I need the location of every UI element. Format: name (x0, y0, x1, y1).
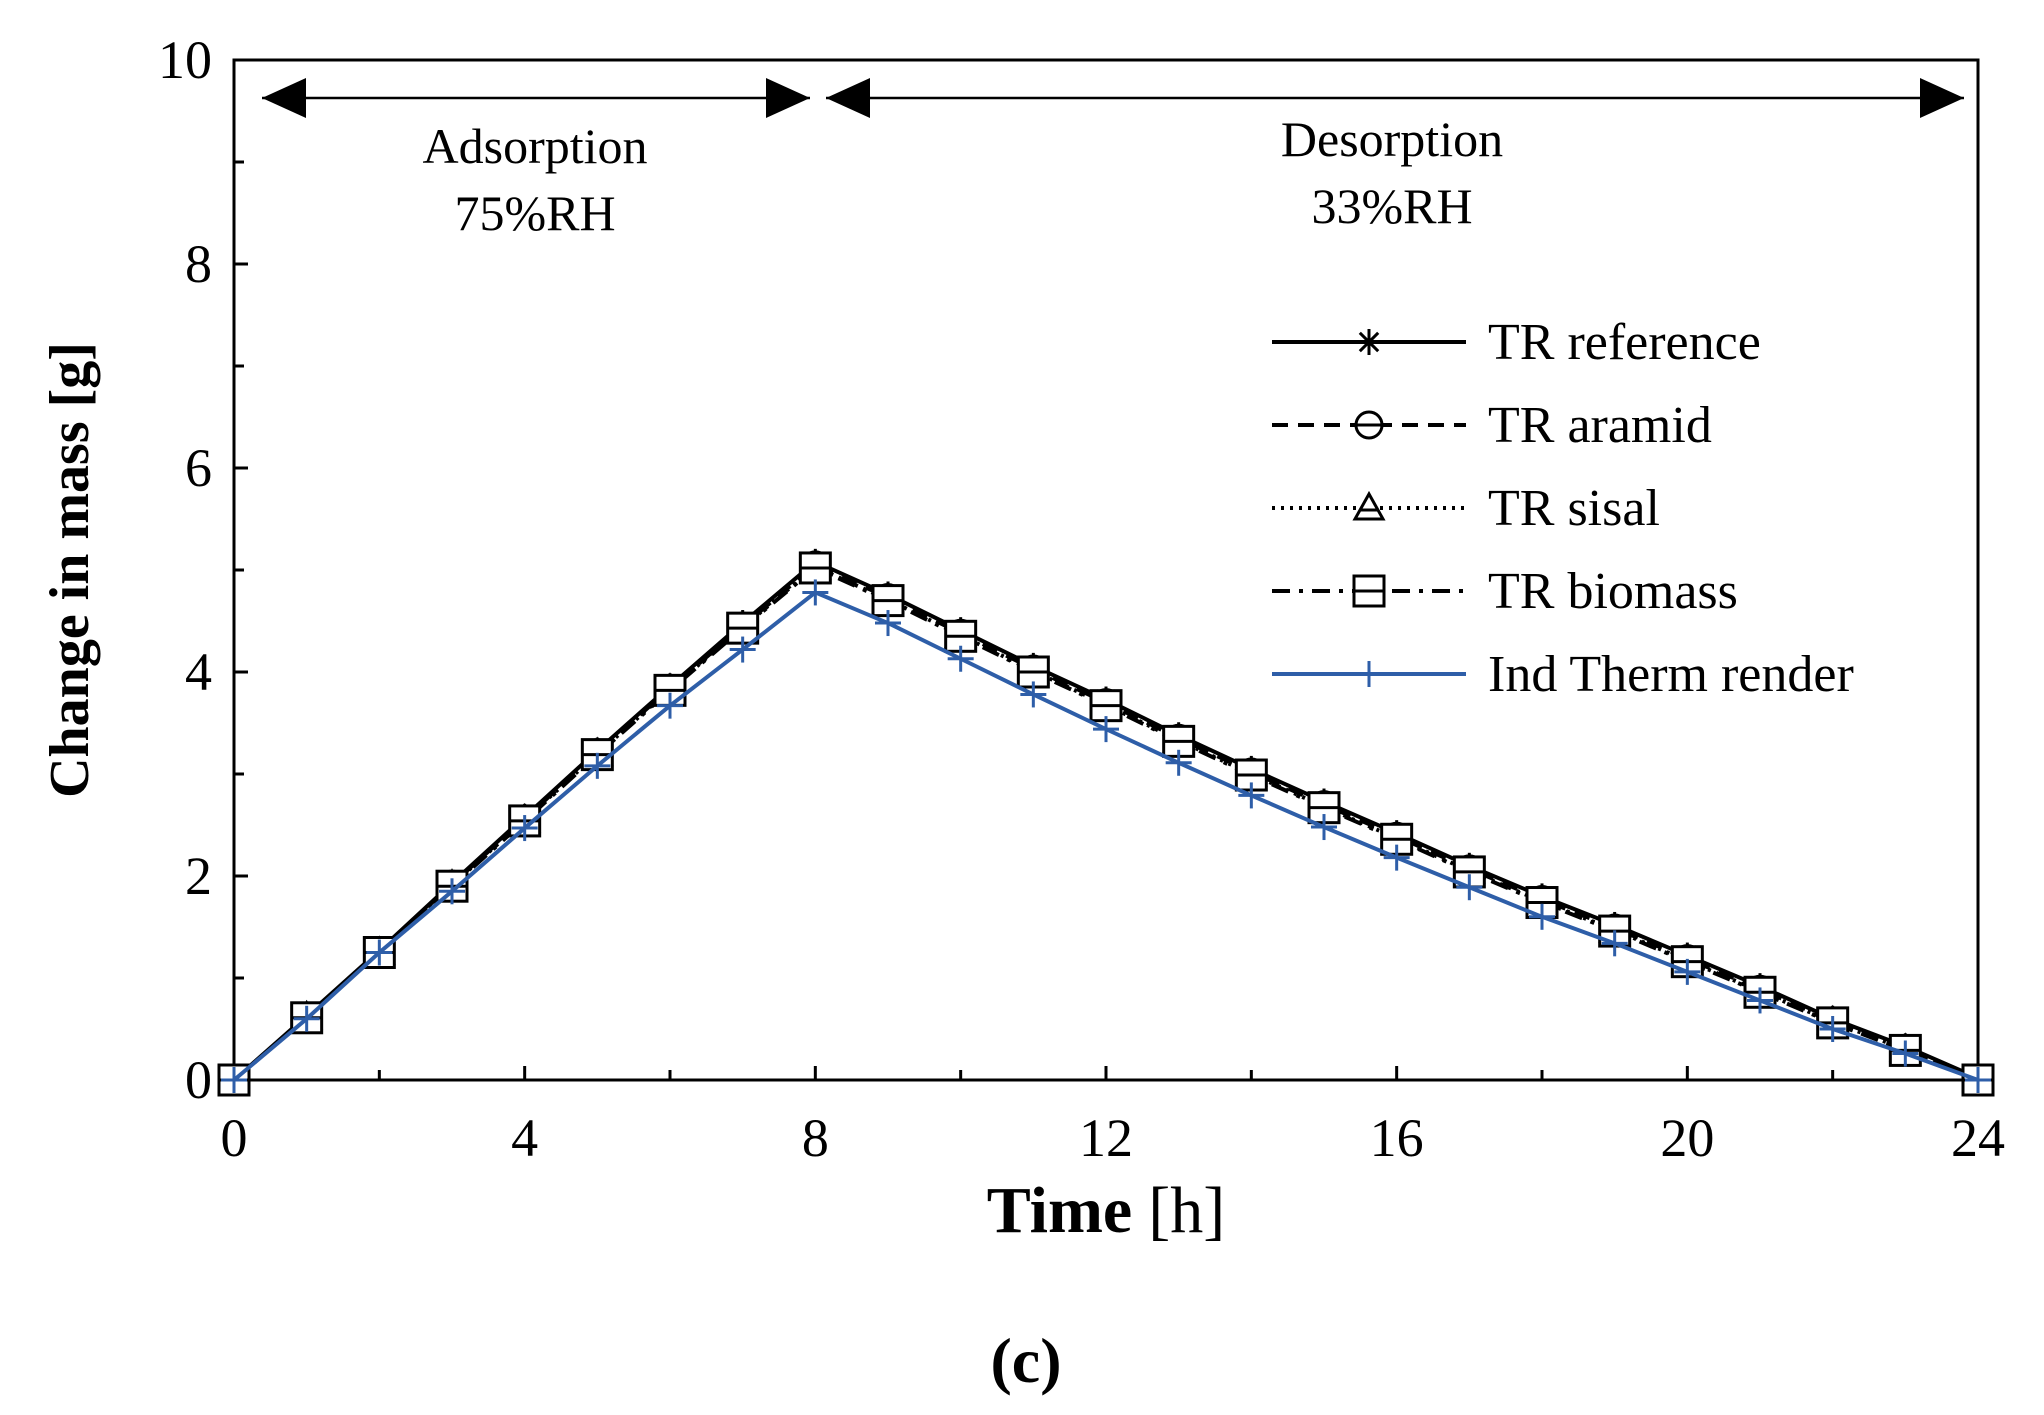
data-point-ind-therm-render (657, 692, 683, 719)
data-point-tr-biomass (798, 551, 832, 585)
y-tick-label: 4 (185, 642, 212, 702)
x-axis-ticks: 0 4 8 12 16 20 24 (221, 1066, 2005, 1168)
desorption-arrow-right-head (1920, 78, 1964, 118)
desorption-label: Desorption (1281, 111, 1503, 167)
data-point-ind-therm-render (1383, 844, 1410, 871)
data-point-ind-therm-render (293, 1005, 320, 1032)
series-ind-therm-render (221, 579, 1991, 1093)
y-tick-label: 10 (158, 30, 212, 90)
x-tick-label: 24 (1951, 1108, 2005, 1168)
y-tick-label: 2 (185, 846, 212, 906)
legend-marker (1354, 410, 1384, 440)
series-layer (217, 548, 1995, 1097)
data-point-ind-therm-render (1819, 1016, 1846, 1042)
data-point-tr-biomass (1234, 758, 1268, 792)
plot-area (232, 58, 1980, 1082)
desorption-rh-label: 33%RH (1311, 178, 1472, 234)
y-tick-label: 6 (185, 438, 212, 498)
y-axis-label: Change in mass [g] (39, 342, 101, 798)
data-point-ind-therm-render (1311, 814, 1337, 841)
data-point-ind-therm-render (875, 610, 901, 637)
adsorption-arrow-right-head (766, 78, 810, 118)
x-tick-label: 16 (1370, 1108, 1424, 1168)
data-point-ind-therm-render (1747, 987, 1773, 1014)
x-tick-label: 12 (1079, 1108, 1133, 1168)
legend-marker (1356, 661, 1382, 687)
y-tick-label: 8 (185, 234, 212, 294)
data-point-ind-therm-render (1093, 716, 1119, 743)
legend: TR reference TR aramid TR sisal TR biomass I… (1272, 314, 1854, 703)
adsorption-rh-label: 75%RH (454, 185, 615, 241)
data-point-ind-therm-render (1456, 874, 1483, 901)
legend-item-tr-sisal: TR sisal (1272, 480, 1660, 537)
data-point-ind-therm-render (1165, 749, 1192, 776)
legend-label: Ind Therm render (1488, 646, 1854, 703)
data-point-ind-therm-render (947, 645, 974, 672)
x-tick-label: 4 (511, 1108, 538, 1168)
legend-label: TR reference (1488, 314, 1761, 371)
x-axis-label-bold: Time (987, 1174, 1132, 1247)
data-point-ind-therm-render (221, 1067, 247, 1093)
data-point-ind-therm-render (1020, 681, 1047, 708)
data-point-ind-therm-render (511, 815, 538, 842)
legend-marker (1352, 490, 1386, 521)
adsorption-arrow-left-head (262, 78, 306, 118)
legend-label: TR aramid (1488, 397, 1712, 454)
legend-marker (1356, 329, 1382, 355)
y-axis-ticks: 0 2 4 6 8 10 (158, 30, 248, 1110)
data-point-ind-therm-render (1529, 903, 1555, 930)
data-point-ind-therm-render (1965, 1067, 1991, 1093)
panel-label: (c) (990, 1325, 1061, 1396)
data-point-ind-therm-render (1674, 958, 1701, 985)
legend-item-tr-aramid: TR aramid (1272, 397, 1712, 454)
data-point-ind-therm-render (1892, 1040, 1919, 1067)
adsorption-label: Adsorption (423, 118, 648, 174)
legend-marker (1352, 574, 1386, 608)
data-point-ind-therm-render (439, 878, 465, 905)
y-tick-label: 0 (185, 1050, 212, 1110)
legend-label: TR biomass (1488, 563, 1738, 620)
legend-item-tr-biomass: TR biomass (1272, 563, 1738, 620)
legend-item-tr-reference: TR reference (1272, 314, 1761, 371)
legend-item-ind-therm-render: Ind Therm render (1272, 646, 1854, 703)
data-point-ind-therm-render (1238, 782, 1265, 809)
data-point-ind-therm-render (1601, 930, 1628, 957)
x-axis-label: Time [h] (987, 1174, 1225, 1247)
data-point-ind-therm-render (584, 752, 611, 779)
data-point-ind-therm-render (802, 579, 829, 606)
data-point-tr-biomass (1089, 689, 1123, 723)
x-tick-label: 0 (221, 1108, 248, 1168)
legend-label: TR sisal (1488, 480, 1660, 537)
x-tick-label: 20 (1660, 1108, 1714, 1168)
x-tick-label: 8 (802, 1108, 829, 1168)
x-axis-label-unit: [h] (1148, 1174, 1225, 1247)
data-point-ind-therm-render (729, 636, 756, 663)
data-point-ind-therm-render (366, 939, 393, 966)
desorption-arrow-left-head (826, 78, 870, 118)
